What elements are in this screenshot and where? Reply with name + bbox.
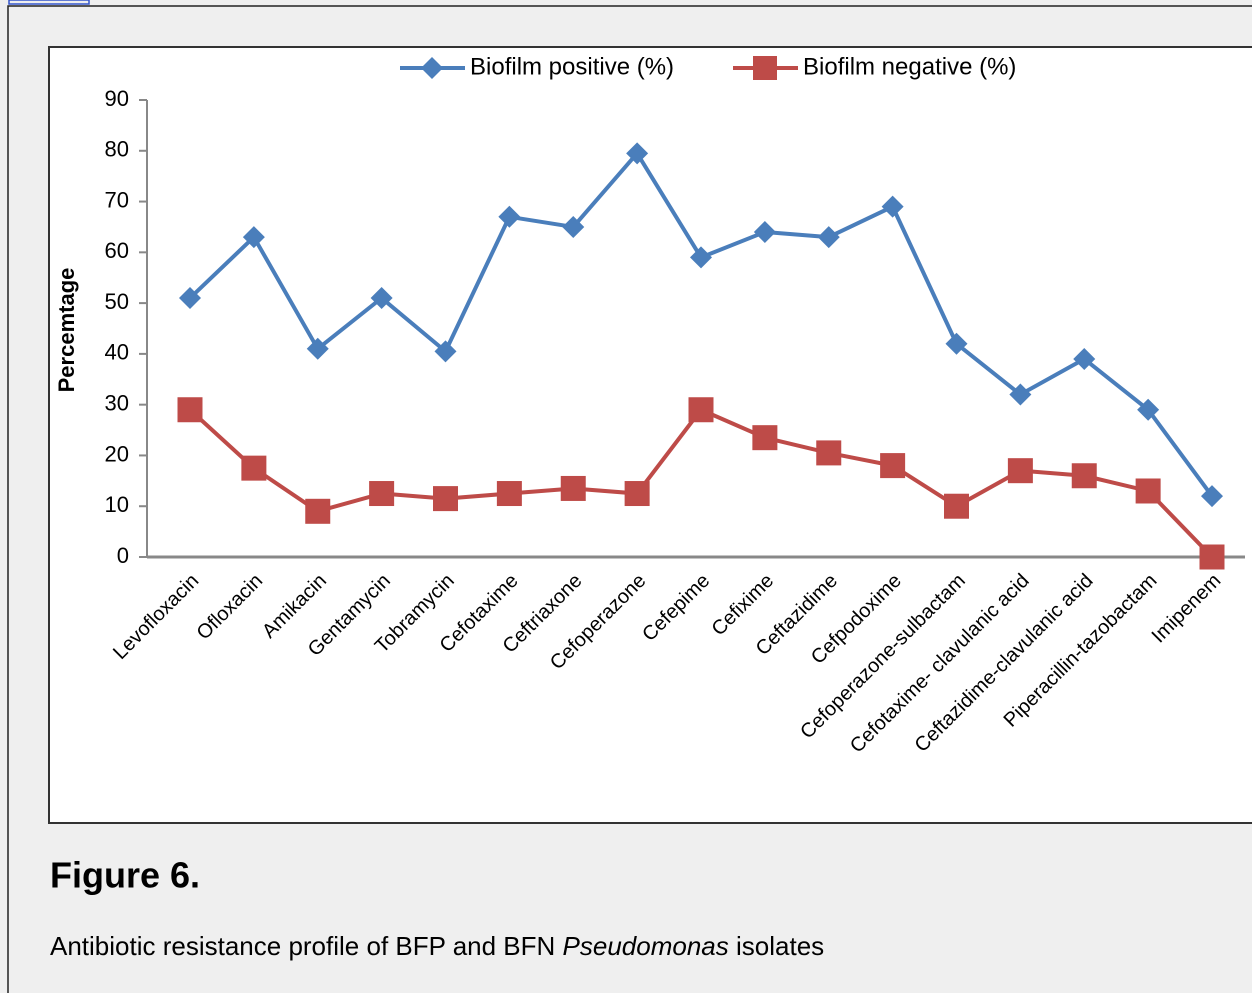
- data-point: [1135, 478, 1161, 504]
- data-point: [1137, 398, 1160, 421]
- data-point: [817, 226, 840, 249]
- data-point: [1071, 463, 1097, 489]
- data-point: [562, 215, 585, 238]
- data-point: [1073, 347, 1096, 370]
- data-point: [241, 455, 267, 481]
- y-tick-label: 80: [105, 137, 129, 162]
- data-point: [752, 425, 778, 451]
- data-point: [306, 337, 329, 360]
- data-point: [1007, 458, 1033, 484]
- data-point: [1009, 383, 1032, 406]
- data-point: [560, 475, 586, 501]
- data-point: [945, 332, 968, 355]
- y-tick-label: 0: [117, 543, 129, 568]
- legend-label: Biofilm negative (%): [803, 53, 1016, 80]
- data-point: [177, 397, 203, 423]
- data-point: [1199, 544, 1225, 570]
- y-tick-label: 90: [105, 86, 129, 111]
- data-point: [1201, 485, 1223, 508]
- data-point: [690, 246, 712, 269]
- y-tick-label: 70: [105, 187, 129, 212]
- data-point: [496, 481, 522, 507]
- legend-marker: [421, 57, 443, 79]
- figure-label: Figure 6.: [50, 855, 200, 896]
- data-point: [816, 440, 842, 466]
- y-tick-label: 50: [105, 289, 129, 314]
- data-point: [179, 287, 201, 310]
- y-axis-label: Percemtage: [54, 268, 79, 393]
- y-tick-label: 30: [105, 390, 129, 415]
- legend-label: Biofilm positive (%): [470, 53, 674, 80]
- data-point: [880, 453, 906, 479]
- data-point: [688, 397, 714, 423]
- figure-caption: Antibiotic resistance profile of BFP and…: [50, 931, 824, 961]
- caption-part: Antibiotic resistance profile of BFP and…: [50, 931, 563, 961]
- y-tick-label: 60: [105, 238, 129, 263]
- y-tick-label: 20: [105, 441, 129, 466]
- data-point: [370, 287, 393, 310]
- data-point: [434, 340, 457, 363]
- data-point: [498, 205, 521, 228]
- data-point: [753, 221, 776, 244]
- chart-area: [48, 46, 1252, 824]
- data-point: [305, 498, 331, 524]
- data-point: [944, 493, 969, 519]
- data-point: [626, 142, 649, 165]
- data-point: [881, 195, 904, 218]
- caption-part: isolates: [729, 931, 824, 961]
- y-tick-label: 10: [105, 492, 129, 517]
- data-point: [242, 226, 265, 249]
- legend-marker: [753, 56, 777, 80]
- data-point: [624, 481, 650, 507]
- data-point: [369, 481, 395, 507]
- data-point: [433, 486, 458, 512]
- y-tick-label: 40: [105, 340, 129, 365]
- caption-part: Pseudomonas: [563, 931, 729, 961]
- link-outline[interactable]: [8, 0, 90, 5]
